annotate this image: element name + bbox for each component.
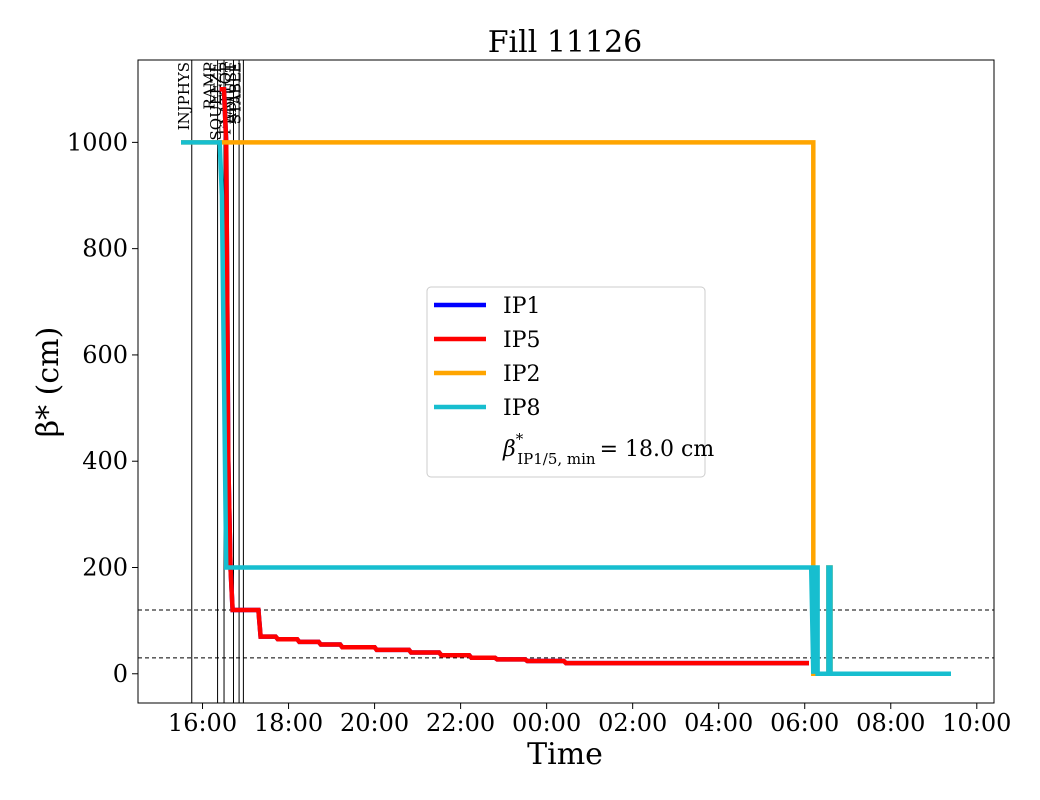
phase-label-ramp: RAMP xyxy=(201,62,219,110)
x-tick-label: 16:00 xyxy=(168,709,237,737)
y-tick-label: 1000 xyxy=(67,128,128,156)
legend-beta-main: β xyxy=(502,437,516,462)
legend: IP1 IP5 IP2 IP8 β* IP1/5, min = 18.0 cm xyxy=(426,286,714,478)
y-tick-label: 600 xyxy=(82,341,128,369)
phase-label-injphys: INJPHYS xyxy=(175,62,193,130)
phase-label-stable: STABLE xyxy=(226,62,244,124)
y-tick-label: 400 xyxy=(82,447,128,475)
x-tick-label: 22:00 xyxy=(426,709,495,737)
legend-beta-min-label: β* IP1/5, min = 18.0 cm xyxy=(502,430,714,468)
x-tick-label: 10:00 xyxy=(942,709,1011,737)
phase-label-squeeze: SQUEEZE xyxy=(207,62,225,141)
y-axis-ticks: 0 200 400 600 800 1000 xyxy=(67,128,138,688)
chart-title: Fill 11126 xyxy=(488,25,643,60)
x-tick-label: 04:00 xyxy=(684,709,753,737)
series-line-ip5 xyxy=(219,86,809,666)
x-tick-label: 00:00 xyxy=(512,709,581,737)
legend-box xyxy=(426,286,706,478)
x-tick-label: 20:00 xyxy=(340,709,409,737)
legend-label-ip1: IP1 xyxy=(503,294,541,319)
legend-beta-value: = 18.0 cm xyxy=(600,437,715,462)
y-tick-label: 200 xyxy=(82,553,128,581)
series-lines xyxy=(181,86,951,677)
y-tick-label: 0 xyxy=(113,660,128,688)
legend-label-ip5: IP5 xyxy=(503,328,541,353)
y-axis-label: β* (cm) xyxy=(31,327,66,438)
x-axis-ticks: 16:00 18:00 20:00 22:00 00:00 02:00 04:00 06:00… xyxy=(168,703,1011,737)
x-axis-label: Time xyxy=(527,737,603,772)
x-tick-label: 06:00 xyxy=(770,709,839,737)
legend-label-ip8: IP8 xyxy=(503,396,541,421)
y-tick-label: 800 xyxy=(82,235,128,263)
x-tick-label: 18:00 xyxy=(254,709,323,737)
x-tick-label: 02:00 xyxy=(598,709,667,737)
x-tick-label: 08:00 xyxy=(856,709,925,737)
legend-beta-sup: * xyxy=(516,430,524,448)
series-line-ip8 xyxy=(181,140,951,677)
reference-lines xyxy=(138,609,994,659)
legend-beta-sub: IP1/5, min xyxy=(517,450,596,468)
legend-label-ip2: IP2 xyxy=(503,362,541,387)
